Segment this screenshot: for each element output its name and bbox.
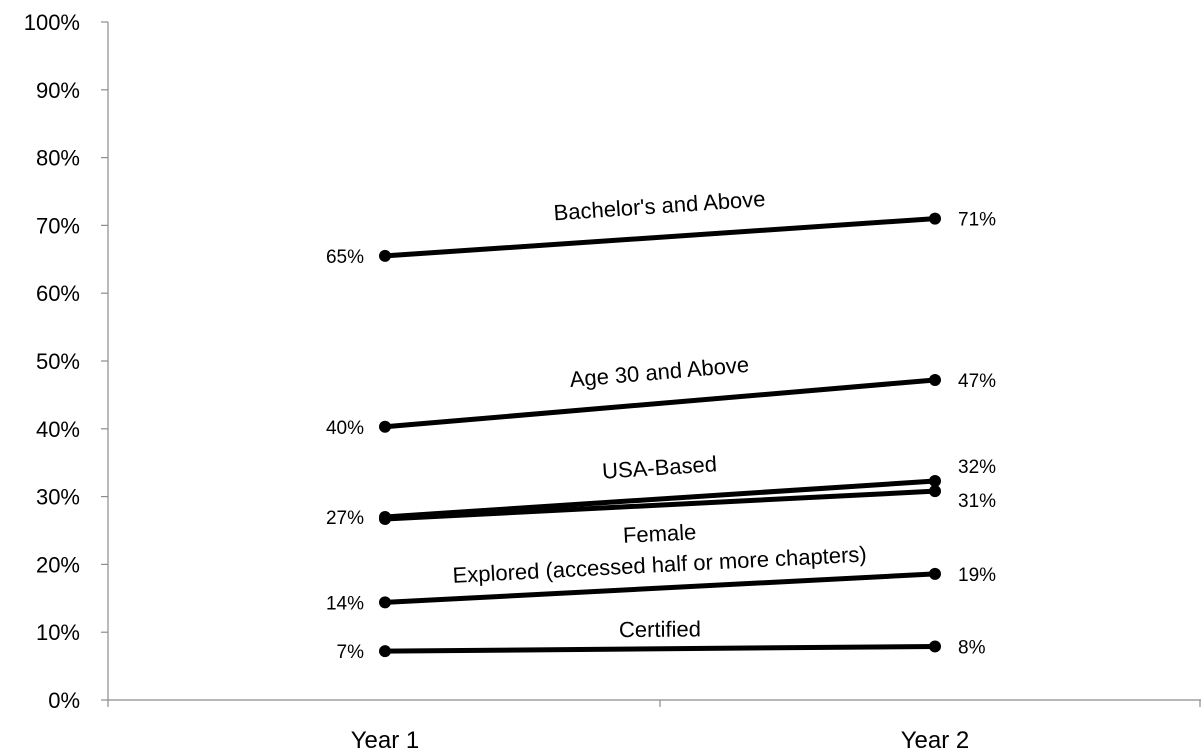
x-category-label: Year 2 bbox=[901, 727, 970, 754]
data-point bbox=[379, 596, 391, 609]
series-name-label: USA-Based bbox=[601, 451, 717, 483]
data-point bbox=[929, 485, 941, 498]
y-tick-label: 80% bbox=[36, 146, 80, 171]
data-point bbox=[379, 512, 391, 525]
data-point bbox=[929, 373, 941, 386]
y-tick-label: 100% bbox=[24, 10, 80, 35]
data-label: 71% bbox=[958, 210, 996, 231]
series-name-label: Bachelor's and Above bbox=[553, 186, 766, 225]
series-5: 7% 8% Certified bbox=[337, 616, 986, 663]
series-line bbox=[382, 377, 938, 430]
series-name-label: Age 30 and Above bbox=[569, 352, 750, 392]
data-label: 14% bbox=[326, 593, 364, 614]
series-4: 14%19%Explored (accessed half or more ch… bbox=[326, 541, 996, 614]
series-line bbox=[382, 216, 938, 259]
data-point bbox=[929, 212, 941, 225]
data-label: 32% bbox=[958, 457, 996, 478]
y-tick-label: 70% bbox=[36, 213, 80, 238]
series-line bbox=[382, 488, 938, 522]
data-point bbox=[379, 645, 391, 658]
series-3: 31% Female bbox=[379, 485, 996, 548]
series-layer: 65% 71% Bachelor's and Above 40% 47% Age 30 a… bbox=[326, 186, 996, 663]
data-label: 40% bbox=[326, 418, 364, 439]
data-point bbox=[929, 640, 941, 653]
series-name-label: Certified bbox=[619, 616, 701, 642]
data-label: 27% bbox=[326, 508, 364, 529]
axes bbox=[101, 21, 1201, 707]
y-tick-label: 20% bbox=[36, 552, 80, 577]
y-tick-label: 10% bbox=[36, 620, 80, 645]
y-tick-label: 90% bbox=[36, 78, 80, 103]
series-line bbox=[382, 571, 938, 605]
y-tick-label: 40% bbox=[36, 417, 80, 442]
data-point bbox=[929, 475, 941, 488]
data-point bbox=[379, 420, 391, 433]
y-tick-label: 30% bbox=[36, 485, 80, 510]
data-point bbox=[929, 567, 941, 580]
y-tick-label: 0% bbox=[48, 688, 80, 713]
y-tick-labels: 0% 10% 20% 30% 40% 50% 60% 70% 80% 90% 100% bbox=[24, 10, 80, 713]
data-label: 8% bbox=[958, 637, 986, 658]
y-tick-label: 50% bbox=[36, 349, 80, 374]
data-label: 65% bbox=[326, 247, 364, 268]
y-tick-label: 60% bbox=[36, 281, 80, 306]
x-category-label: Year 1 bbox=[351, 727, 420, 754]
data-label: 19% bbox=[958, 565, 996, 586]
x-category-labels: Year 1 Year 2 bbox=[351, 727, 970, 754]
series-1: 40% 47% Age 30 and Above bbox=[326, 352, 996, 439]
series-0: 65% 71% Bachelor's and Above bbox=[326, 186, 996, 268]
data-label: 47% bbox=[958, 371, 996, 392]
series-line bbox=[382, 478, 938, 520]
data-label: 31% bbox=[958, 491, 996, 512]
data-label: 7% bbox=[337, 642, 365, 663]
data-point bbox=[379, 249, 391, 262]
series-name-label: Female bbox=[622, 519, 697, 548]
series-line bbox=[382, 643, 938, 654]
